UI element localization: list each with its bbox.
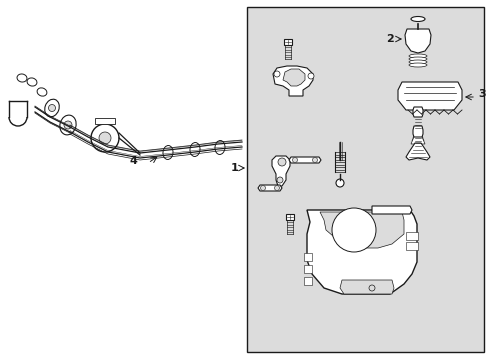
Ellipse shape bbox=[408, 60, 426, 64]
Circle shape bbox=[64, 121, 72, 129]
Polygon shape bbox=[410, 132, 424, 144]
Ellipse shape bbox=[17, 74, 27, 82]
Circle shape bbox=[312, 158, 317, 162]
Ellipse shape bbox=[408, 63, 426, 67]
Ellipse shape bbox=[37, 88, 47, 96]
Polygon shape bbox=[412, 126, 422, 137]
Polygon shape bbox=[304, 265, 311, 273]
Polygon shape bbox=[304, 253, 311, 261]
Polygon shape bbox=[405, 242, 417, 250]
Circle shape bbox=[276, 177, 283, 183]
Polygon shape bbox=[405, 232, 417, 240]
Polygon shape bbox=[397, 82, 461, 110]
Text: 3: 3 bbox=[477, 89, 485, 99]
Polygon shape bbox=[284, 39, 291, 45]
Circle shape bbox=[273, 71, 280, 77]
Polygon shape bbox=[271, 156, 289, 186]
Polygon shape bbox=[283, 69, 305, 86]
Polygon shape bbox=[285, 214, 293, 220]
Circle shape bbox=[99, 132, 111, 144]
Polygon shape bbox=[339, 280, 393, 294]
Polygon shape bbox=[319, 212, 403, 248]
Circle shape bbox=[331, 208, 375, 252]
Polygon shape bbox=[258, 185, 282, 191]
Ellipse shape bbox=[408, 57, 426, 61]
Circle shape bbox=[292, 158, 297, 162]
Polygon shape bbox=[95, 118, 115, 124]
Ellipse shape bbox=[410, 17, 424, 22]
Text: 4: 4 bbox=[129, 156, 137, 166]
Circle shape bbox=[278, 158, 285, 166]
Ellipse shape bbox=[408, 54, 426, 58]
Polygon shape bbox=[272, 66, 312, 96]
Polygon shape bbox=[288, 157, 320, 163]
Circle shape bbox=[335, 179, 343, 187]
Circle shape bbox=[307, 73, 313, 79]
Polygon shape bbox=[411, 132, 423, 141]
Circle shape bbox=[260, 185, 265, 190]
Polygon shape bbox=[412, 132, 422, 138]
FancyBboxPatch shape bbox=[246, 7, 483, 352]
Ellipse shape bbox=[44, 99, 59, 117]
Polygon shape bbox=[412, 107, 422, 117]
Ellipse shape bbox=[163, 145, 173, 159]
Circle shape bbox=[368, 285, 374, 291]
Ellipse shape bbox=[190, 143, 200, 157]
Circle shape bbox=[91, 124, 119, 152]
Circle shape bbox=[48, 104, 55, 112]
Ellipse shape bbox=[27, 78, 37, 86]
Ellipse shape bbox=[215, 140, 224, 154]
Ellipse shape bbox=[60, 115, 76, 135]
Text: 1: 1 bbox=[230, 163, 238, 173]
Polygon shape bbox=[404, 29, 430, 53]
Text: 2: 2 bbox=[386, 34, 393, 44]
Circle shape bbox=[274, 185, 279, 190]
Polygon shape bbox=[371, 206, 411, 214]
Polygon shape bbox=[306, 210, 416, 294]
Polygon shape bbox=[304, 277, 311, 285]
Polygon shape bbox=[405, 143, 429, 160]
